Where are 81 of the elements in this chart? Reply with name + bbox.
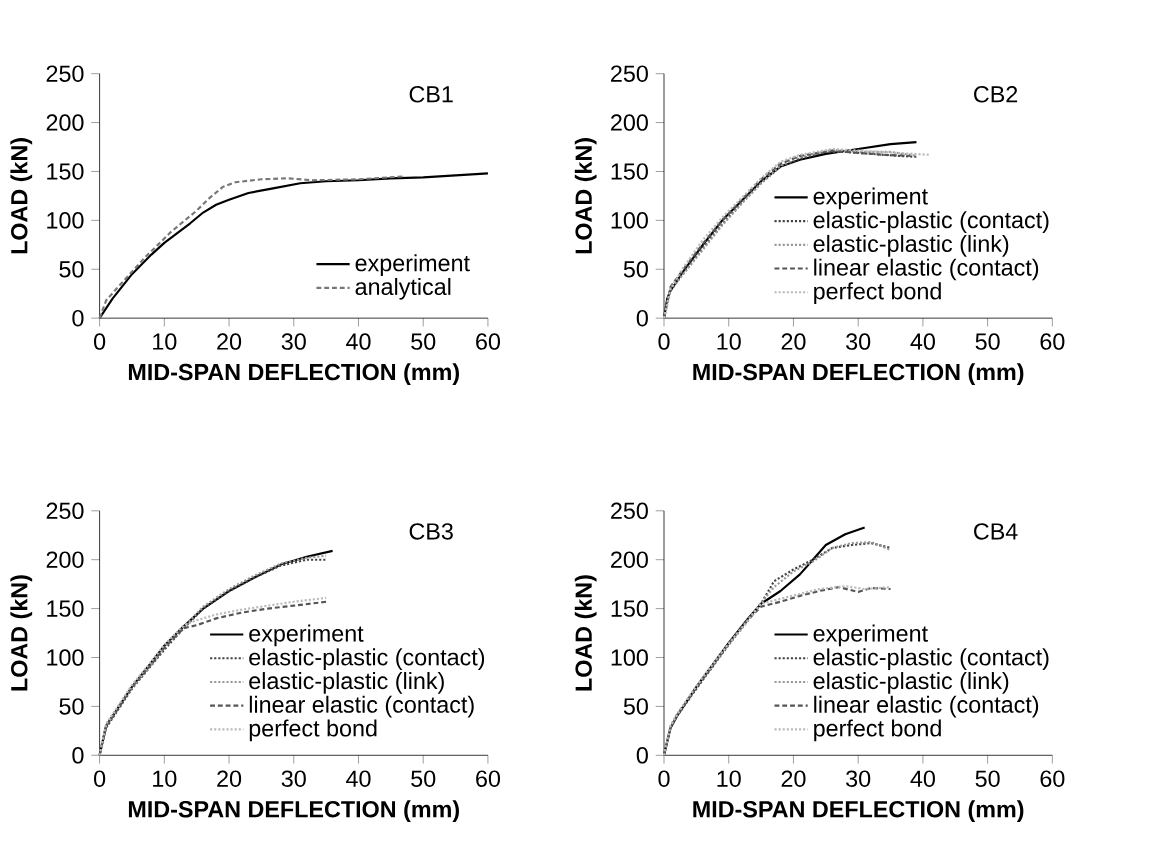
y-tick-label: 200 — [611, 551, 648, 568]
y-axis-title: LOAD (kN) — [574, 575, 597, 691]
legend-label: experiment — [355, 254, 470, 276]
legend-label: linear elastic (contact) — [249, 695, 474, 718]
x-tick-label: 40 — [346, 333, 371, 350]
legend-label: elastic-plastic (contact) — [813, 211, 1049, 233]
x-tick-label: 40 — [346, 770, 371, 787]
chart-title: CB2 — [974, 86, 1018, 103]
x-tick-label: 20 — [781, 770, 806, 787]
x-tick-label: 0 — [658, 333, 670, 350]
x-tick-label: 50 — [975, 333, 1000, 350]
y-tick-label: 100 — [611, 212, 648, 229]
x-axis-title: MID-SPAN DEFLECTION (mm) — [128, 363, 459, 385]
y-axis-title: LOAD (kN) — [10, 575, 33, 691]
x-axis-title: MID-SPAN DEFLECTION (mm) — [128, 800, 459, 823]
y-axis-title: LOAD (kN) — [574, 138, 597, 254]
x-tick-label: 30 — [846, 770, 871, 787]
y-tick-label: 200 — [46, 551, 84, 568]
y-tick-label: 250 — [611, 502, 648, 520]
x-tick-label: 60 — [476, 770, 501, 787]
x-tick-label: 40 — [910, 770, 935, 787]
y-tick-label: 50 — [59, 698, 84, 715]
x-tick-label: 60 — [1040, 770, 1065, 787]
y-tick-label: 100 — [47, 649, 84, 666]
legend-label: elastic-plastic (link) — [249, 672, 444, 694]
legend-label: linear elastic (contact) — [814, 695, 1039, 718]
y-axis-title: LOAD (kN) — [10, 138, 33, 254]
y-tick-label: 150 — [47, 600, 84, 617]
chart-title: CB1 — [409, 86, 453, 103]
x-tick-label: 20 — [217, 770, 242, 787]
y-tick-label: 200 — [611, 114, 648, 131]
legend-label: analytical — [355, 277, 451, 300]
x-tick-label: 60 — [1040, 333, 1065, 350]
chart-title: CB4 — [974, 523, 1018, 540]
legend-label: elastic-plastic (link) — [813, 672, 1009, 694]
x-tick-label: 60 — [476, 333, 501, 350]
y-tick-label: 150 — [611, 163, 648, 180]
y-tick-label: 50 — [623, 698, 648, 715]
y-tick-label: 0 — [72, 747, 84, 764]
y-tick-label: 50 — [59, 261, 84, 278]
y-tick-label: 0 — [72, 309, 84, 327]
x-tick-label: 50 — [411, 770, 436, 787]
legend-label: experiment — [813, 187, 928, 210]
x-tick-label: 0 — [94, 770, 106, 787]
x-axis-title: MID-SPAN DEFLECTION (mm) — [693, 800, 1024, 823]
x-tick-label: 30 — [281, 770, 306, 787]
x-tick-label: 0 — [658, 770, 670, 787]
y-tick-label: 0 — [636, 309, 648, 327]
x-tick-label: 0 — [94, 333, 106, 350]
legend-label: perfect bond — [249, 719, 377, 742]
legend-label: elastic-plastic (contact) — [813, 648, 1049, 671]
x-tick-label: 30 — [846, 333, 871, 350]
y-tick-label: 0 — [636, 747, 648, 764]
x-tick-label: 20 — [217, 333, 242, 350]
y-tick-label: 100 — [611, 649, 648, 666]
x-tick-label: 40 — [910, 333, 935, 350]
legend-label: linear elastic (contact) — [814, 258, 1039, 281]
x-tick-label: 30 — [281, 333, 306, 350]
x-axis-title: MID-SPAN DEFLECTION (mm) — [693, 363, 1024, 385]
x-tick-label: 10 — [717, 333, 741, 350]
y-tick-label: 100 — [47, 212, 84, 229]
y-tick-label: 50 — [623, 261, 648, 278]
x-tick-label: 50 — [411, 333, 436, 350]
legend-label: elastic-plastic (contact) — [249, 648, 485, 671]
chart-title: CB3 — [409, 523, 453, 540]
x-tick-label: 50 — [975, 770, 1000, 787]
y-tick-label: 250 — [46, 65, 84, 82]
legend-label: elastic-plastic (link) — [813, 234, 1009, 257]
y-tick-label: 250 — [46, 502, 84, 520]
y-tick-label: 150 — [47, 163, 84, 180]
legend-label: perfect bond — [814, 719, 941, 742]
legend-label: experiment — [249, 624, 364, 647]
x-tick-label: 10 — [153, 770, 177, 787]
y-tick-label: 250 — [611, 65, 648, 82]
x-tick-label: 10 — [153, 333, 177, 350]
x-tick-label: 20 — [781, 333, 806, 350]
x-tick-label: 10 — [717, 770, 741, 787]
y-tick-label: 150 — [611, 600, 648, 617]
legend-label: perfect bond — [814, 282, 941, 305]
y-tick-label: 200 — [46, 114, 84, 131]
legend-label: experiment — [813, 624, 928, 647]
